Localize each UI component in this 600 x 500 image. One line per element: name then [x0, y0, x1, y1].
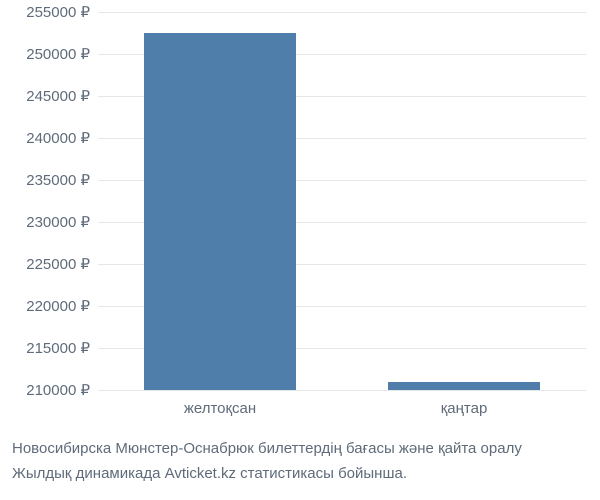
chart-container: 210000 ₽ 215000 ₽ 220000 ₽ 225000 ₽ 230000 ₽… [0, 0, 600, 500]
bar [388, 382, 539, 390]
y-tick-label: 250000 ₽ [26, 45, 98, 63]
y-gridline [98, 12, 586, 13]
y-tick-label: 225000 ₽ [26, 255, 98, 273]
y-tick-label: 215000 ₽ [26, 339, 98, 357]
y-tick-label: 255000 ₽ [26, 3, 98, 21]
caption-line-2: Жылдық динамикада Avticket.kz статистика… [12, 465, 407, 482]
x-tick-label: желтоқсан [184, 390, 256, 417]
y-gridline [98, 390, 586, 391]
y-tick-label: 235000 ₽ [26, 171, 98, 189]
y-tick-label: 230000 ₽ [26, 213, 98, 231]
x-tick-label: қаңтар [441, 390, 488, 417]
caption-line-1: Новосибирска Мюнстер-Оснабрюк билеттерді… [12, 440, 522, 457]
plot-area: 210000 ₽215000 ₽220000 ₽225000 ₽230000 ₽… [98, 12, 586, 390]
y-tick-label: 220000 ₽ [26, 297, 98, 315]
y-tick-label: 240000 ₽ [26, 129, 98, 147]
y-tick-label: 245000 ₽ [26, 87, 98, 105]
bar [144, 33, 295, 390]
y-tick-label: 210000 ₽ [26, 381, 98, 399]
